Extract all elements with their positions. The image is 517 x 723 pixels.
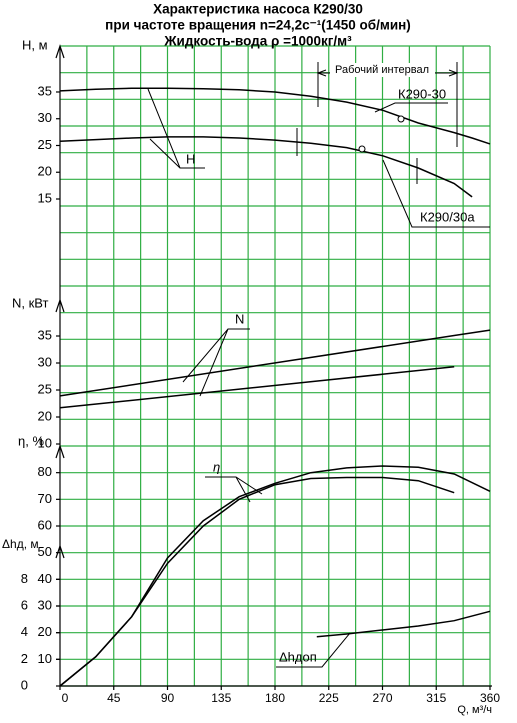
leader xyxy=(147,88,205,169)
x-tick-label: 360 xyxy=(480,691,500,705)
annotation: η xyxy=(213,459,220,474)
leader xyxy=(205,476,263,503)
y-tick-label: 4 xyxy=(21,624,28,639)
y-tick-label: 10 xyxy=(38,651,52,666)
x-tick-label: 135 xyxy=(211,691,231,705)
series-label: К290/30а xyxy=(420,209,475,224)
y-tick-label: 35 xyxy=(38,327,52,342)
y-axis-label: H, м xyxy=(22,37,48,52)
x-tick-label: 225 xyxy=(319,691,339,705)
title-line: Жидкость-вода ρ =1000кг/м³ xyxy=(163,34,352,49)
y-axis-label: Δhд, м xyxy=(2,537,39,551)
label-bg xyxy=(330,63,435,77)
y-tick-label: 8 xyxy=(21,571,28,586)
leader xyxy=(276,632,351,668)
y-tick-label: 30 xyxy=(38,597,52,612)
y-tick-label: 6 xyxy=(21,597,28,612)
y-tick-label: 25 xyxy=(38,381,52,396)
annotation: H xyxy=(186,151,195,166)
curve xyxy=(59,366,455,409)
y-tick-label: 0 xyxy=(21,677,28,692)
title-line: при частоте вращения n=24,2с⁻¹(1450 об/м… xyxy=(105,18,411,33)
axis-arrow xyxy=(55,298,65,313)
x-tick-label: 45 xyxy=(107,691,121,705)
y-tick-label: 30 xyxy=(38,110,52,125)
leader xyxy=(382,159,490,228)
curve xyxy=(316,610,491,638)
annotation: Рабочий интервал xyxy=(335,64,429,76)
y-tick-label: 50 xyxy=(38,544,52,559)
y-tick-label: 30 xyxy=(38,354,52,369)
y-tick-label: 25 xyxy=(38,137,52,152)
curve xyxy=(59,476,455,687)
grid xyxy=(60,45,491,687)
curve xyxy=(59,329,491,397)
y-axis-label: N, кВт xyxy=(12,295,49,310)
y-tick-label: 20 xyxy=(38,164,52,179)
y-tick-label: 70 xyxy=(38,491,52,506)
y-tick-label: 10 xyxy=(38,435,52,450)
y-axis-label: η, % xyxy=(18,433,44,448)
axis-arrow xyxy=(55,444,65,459)
series-label: Δhдоп xyxy=(279,649,317,664)
x-tick-label: 315 xyxy=(426,691,446,705)
series-label: К290-30 xyxy=(398,86,446,101)
x-tick-label: 180 xyxy=(265,691,285,705)
interval-arrows xyxy=(316,69,459,77)
y-tick-label: 20 xyxy=(38,408,52,423)
y-tick-label: 15 xyxy=(38,190,52,205)
curve xyxy=(59,87,491,145)
curve xyxy=(59,136,473,198)
y-tick-label: 35 xyxy=(38,83,52,98)
y-tick-label: 80 xyxy=(38,464,52,479)
title-line: Характеристика насоса К290/30 xyxy=(153,2,363,17)
point-marker xyxy=(397,115,405,123)
y-tick-label: 20 xyxy=(38,624,52,639)
point-marker xyxy=(358,145,366,153)
x-tick-label: 270 xyxy=(372,691,392,705)
leader xyxy=(374,102,448,113)
y-tick-label: 2 xyxy=(21,651,28,666)
leader xyxy=(182,328,250,397)
y-tick-label: 60 xyxy=(38,517,52,532)
y-tick-label: 40 xyxy=(38,571,52,586)
x-tick-label: 90 xyxy=(161,691,175,705)
annotation: N xyxy=(235,311,244,326)
x-tick-label: 0 xyxy=(62,691,69,705)
axis-arrow xyxy=(55,544,65,559)
x-axis-label: Q, м³/ч xyxy=(457,704,492,716)
axis-arrow xyxy=(55,44,65,59)
